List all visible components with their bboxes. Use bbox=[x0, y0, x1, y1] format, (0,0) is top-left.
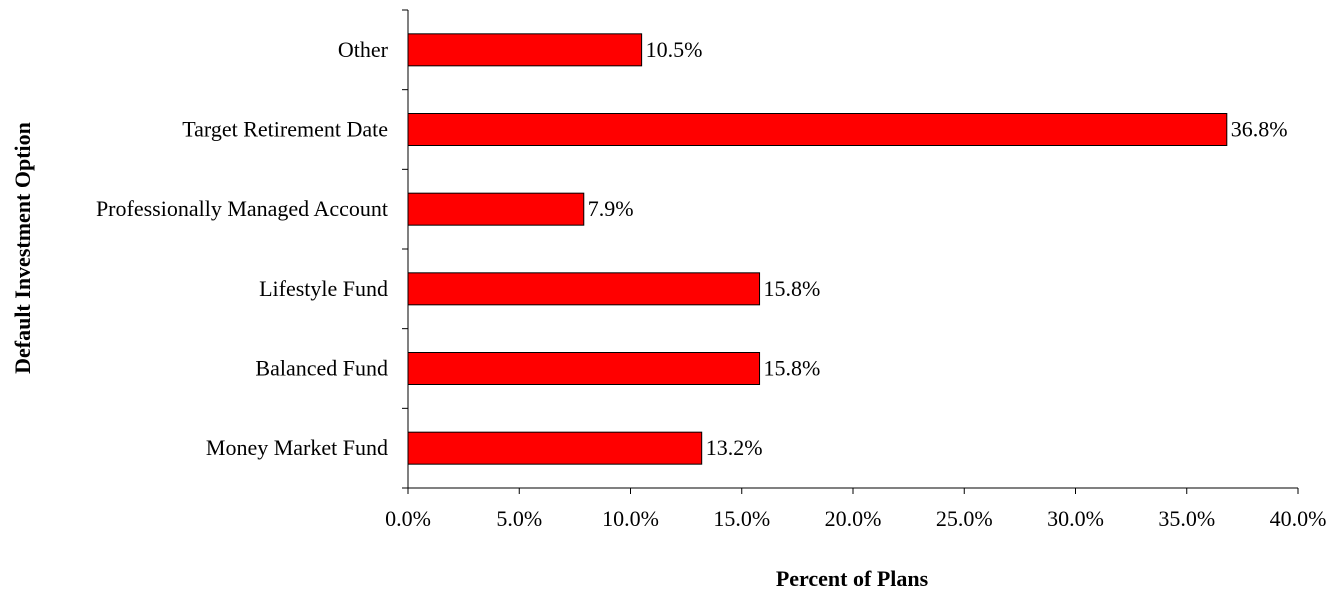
bar-value-label: 36.8% bbox=[1231, 117, 1288, 142]
x-axis-title: Percent of Plans bbox=[776, 566, 929, 591]
bar-value-label: 15.8% bbox=[764, 276, 821, 301]
bar-value-label: 13.2% bbox=[706, 435, 763, 460]
bars bbox=[407, 33, 1228, 465]
x-tick-label: 10.0% bbox=[602, 506, 659, 531]
labels: 0.0% 5.0% 10.0% 15.0% 20.0% 25.0% 30.0% 35.0% 40… bbox=[96, 37, 1326, 531]
category-label: Target Retirement Date bbox=[182, 117, 388, 142]
x-tick-label: 15.0% bbox=[713, 506, 770, 531]
category-label: Lifestyle Fund bbox=[259, 276, 388, 301]
x-tick-label: 25.0% bbox=[936, 506, 993, 531]
bar-value-label: 15.8% bbox=[764, 356, 821, 381]
bar-value-label: 10.5% bbox=[646, 37, 703, 62]
x-tick-label: 40.0% bbox=[1270, 506, 1327, 531]
x-tick-label: 35.0% bbox=[1158, 506, 1215, 531]
axes bbox=[402, 9, 1299, 494]
bar bbox=[407, 352, 761, 385]
bar bbox=[407, 431, 703, 465]
x-tick-label: 30.0% bbox=[1047, 506, 1104, 531]
category-label: Professionally Managed Account bbox=[96, 196, 388, 221]
bar bbox=[407, 33, 643, 67]
bar bbox=[407, 272, 761, 306]
y-axis-title: Default Investment Option bbox=[10, 122, 35, 374]
bar bbox=[407, 192, 585, 226]
x-tick-label: 20.0% bbox=[825, 506, 882, 531]
category-label: Other bbox=[338, 37, 389, 62]
x-tick-label: 0.0% bbox=[385, 506, 431, 531]
x-tick-label: 5.0% bbox=[496, 506, 542, 531]
category-label: Money Market Fund bbox=[206, 435, 388, 460]
bar bbox=[407, 113, 1228, 146]
category-label: Balanced Fund bbox=[255, 356, 388, 381]
bar-value-label: 7.9% bbox=[588, 196, 634, 221]
